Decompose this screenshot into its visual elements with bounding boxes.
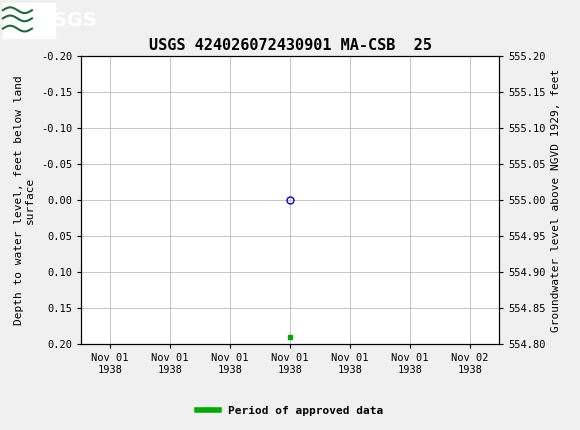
FancyBboxPatch shape [3,3,55,37]
Legend: Period of approved data: Period of approved data [193,401,387,420]
Text: USGS 424026072430901 MA-CSB  25: USGS 424026072430901 MA-CSB 25 [148,38,432,52]
Y-axis label: Groundwater level above NGVD 1929, feet: Groundwater level above NGVD 1929, feet [551,68,561,332]
Text: USGS: USGS [38,11,97,30]
Y-axis label: Depth to water level, feet below land
surface: Depth to water level, feet below land su… [14,75,35,325]
